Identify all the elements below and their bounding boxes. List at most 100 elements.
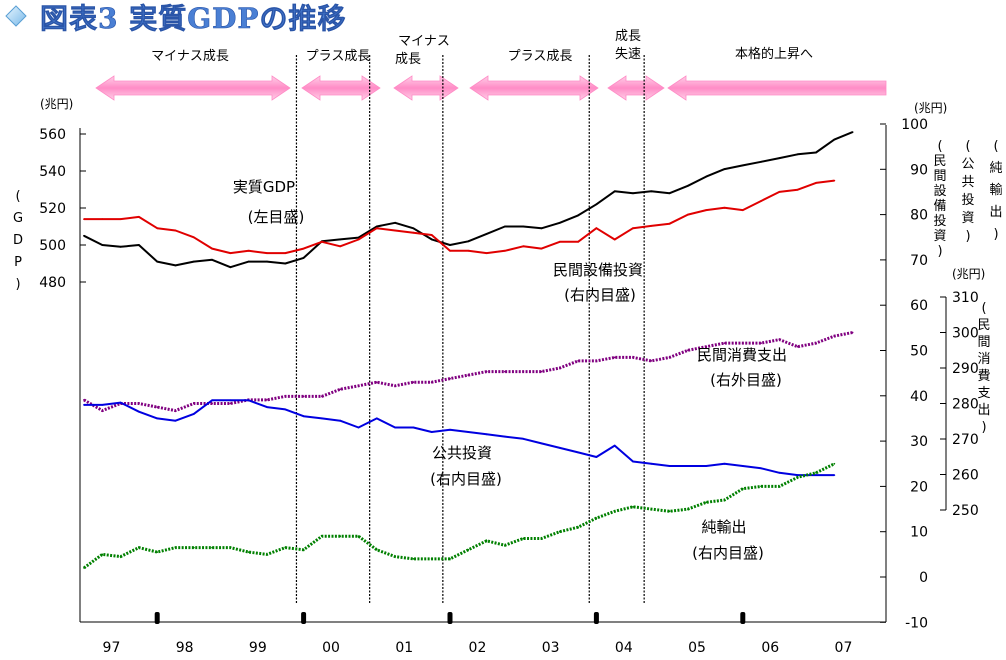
series-point-5: [833, 462, 836, 465]
series-point-1: [119, 245, 122, 248]
series-point-5: [558, 530, 561, 533]
series-point-2: [247, 249, 250, 252]
series-point-4: [632, 460, 634, 463]
series-point-1: [577, 214, 579, 217]
phase-label-3b: 成長: [395, 52, 421, 67]
inner-tick-label: 60: [910, 298, 928, 314]
public-inv-axis-title-char: 公: [961, 157, 974, 172]
series-point-1: [138, 244, 140, 246]
x-tick-label: 01: [395, 640, 413, 656]
phase-label-6: 本格的上昇へ: [735, 46, 813, 62]
series-point-4: [339, 419, 342, 422]
series-point-1: [778, 157, 781, 160]
right-outer-axis-ticks: 250 260 270 280 290 300 310: [940, 290, 979, 519]
series-point-4: [833, 474, 836, 476]
series-point-4: [778, 471, 781, 474]
series-point-3: [796, 345, 799, 348]
series-point-3: [778, 338, 781, 341]
series-point-1: [83, 234, 85, 237]
series-point-2: [229, 252, 232, 255]
series-point-2: [687, 213, 689, 216]
net-exports-axis-title-char: 出: [989, 205, 1002, 220]
series-point-4: [119, 401, 122, 404]
series-point-4: [815, 474, 817, 476]
series-point-2: [394, 229, 396, 232]
left-axis-title-char: ): [15, 277, 20, 292]
series-point-2: [668, 222, 671, 225]
series-point-5: [394, 555, 396, 558]
right-inner-axis-ticks: -10 0 10 20 30 40 50 60 70 80 90 100: [880, 117, 928, 631]
series-point-2: [211, 247, 214, 250]
series-point-2: [796, 188, 799, 191]
series-point-5: [119, 555, 122, 558]
series-point-1: [815, 151, 817, 154]
series-point-2: [449, 249, 451, 252]
series-point-3: [138, 402, 140, 405]
series-point-2: [467, 249, 470, 252]
series-point-5: [229, 546, 232, 549]
series-point-2: [723, 206, 726, 209]
x-tick-label: 03: [542, 640, 560, 656]
series-point-3: [577, 360, 579, 362]
series-point-3: [394, 384, 396, 387]
series-point-5: [815, 471, 817, 474]
series-point-4: [796, 474, 799, 476]
series-point-5: [449, 558, 451, 560]
public-inv-axis-title-char: (: [965, 139, 970, 154]
series-point-3: [522, 370, 525, 373]
inner-tick-label: 40: [910, 389, 928, 405]
series-point-5: [467, 548, 470, 551]
x-tick-label: 02: [469, 640, 487, 656]
series-point-5: [522, 537, 525, 540]
series-point-5: [540, 537, 543, 540]
series-point-3: [668, 356, 671, 359]
series-point-5: [83, 567, 85, 569]
capex-axis-title-char: ): [937, 244, 942, 259]
x-tick-label: 98: [176, 640, 194, 656]
series-point-2: [705, 209, 708, 212]
right-outer-unit-label: (兆円): [952, 267, 985, 281]
series-point-1: [760, 160, 762, 163]
series-point-5: [266, 553, 268, 556]
series-point-1: [522, 225, 525, 228]
series-point-1: [687, 184, 689, 187]
series-point-4: [174, 419, 177, 422]
series-point-2: [357, 238, 360, 241]
axis-titles: (GDP)(民間設備投資)(公共投資)(純輸出)(民間消費支出): [13, 139, 1003, 435]
capex-axis-title-char: 民: [933, 154, 946, 169]
series-point-5: [687, 508, 689, 510]
year-marker: [740, 612, 746, 624]
series-line-5: [83, 462, 835, 570]
series-point-1: [833, 138, 836, 141]
series-point-4: [540, 442, 543, 445]
series-point-5: [192, 546, 195, 549]
series-point-2: [266, 252, 268, 255]
left-unit-label: (兆円): [40, 97, 73, 111]
series-point-3: [156, 406, 159, 408]
series-point-4: [138, 410, 140, 413]
consumption-axis-title-char: (: [981, 301, 986, 316]
series-line-1: [83, 131, 853, 269]
series-point-2: [522, 245, 525, 248]
series-point-4: [247, 399, 250, 402]
series-point-5: [247, 551, 250, 553]
series-point-5: [723, 499, 726, 501]
series-point-1: [449, 244, 451, 246]
series-point-1: [613, 190, 616, 193]
year-marker: [154, 612, 160, 624]
outer-tick-label: 270: [952, 432, 979, 448]
left-tick-label: 520: [39, 201, 66, 217]
series-point-5: [101, 553, 104, 556]
series-point-4: [613, 444, 616, 447]
series-point-2: [815, 182, 817, 184]
phase-label-4: プラス成長: [508, 49, 573, 64]
x-tick-label: 07: [835, 640, 853, 656]
series-point-1: [229, 266, 232, 269]
series-point-5: [211, 546, 214, 549]
series-point-3: [302, 395, 305, 398]
series-point-4: [211, 399, 214, 402]
series-point-3: [687, 349, 689, 352]
series-point-4: [668, 465, 671, 467]
x-tick-label: 04: [615, 640, 633, 656]
